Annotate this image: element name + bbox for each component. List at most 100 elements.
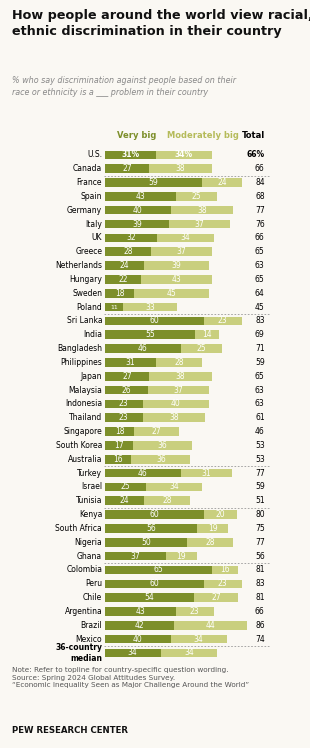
Text: Argentina: Argentina	[64, 607, 102, 616]
Text: 77: 77	[255, 206, 265, 215]
Text: South Korea: South Korea	[56, 441, 102, 450]
Bar	[105, 220, 169, 228]
Text: 56: 56	[146, 524, 156, 533]
Bar	[105, 303, 123, 311]
Bar	[105, 316, 204, 325]
Text: 24: 24	[120, 496, 129, 506]
Text: 37: 37	[195, 220, 204, 229]
Bar	[204, 580, 242, 588]
Bar	[105, 358, 156, 367]
Bar	[105, 524, 197, 533]
Text: France: France	[77, 178, 102, 187]
Text: 28: 28	[123, 247, 133, 257]
Text: 17: 17	[114, 441, 123, 450]
Text: Sri Lanka: Sri Lanka	[67, 316, 102, 325]
Text: 39: 39	[172, 261, 181, 270]
Text: 34: 34	[181, 233, 190, 242]
Bar	[176, 607, 214, 616]
Text: 23: 23	[218, 316, 228, 325]
Text: 33: 33	[145, 302, 155, 312]
Bar	[105, 206, 171, 215]
Text: 80: 80	[255, 510, 265, 519]
Bar	[105, 427, 134, 436]
Bar	[105, 150, 156, 159]
Text: 63: 63	[255, 385, 265, 395]
Text: 37: 37	[176, 247, 186, 257]
Text: Australia: Australia	[68, 455, 102, 464]
Text: Greece: Greece	[75, 247, 102, 257]
Bar	[197, 524, 228, 533]
Text: 34%: 34%	[175, 150, 193, 159]
Bar	[143, 399, 209, 408]
Bar	[166, 552, 197, 560]
Text: Japan: Japan	[81, 372, 102, 381]
Text: 43: 43	[172, 275, 181, 284]
Text: 66: 66	[255, 233, 265, 242]
Text: 45: 45	[255, 302, 265, 312]
Text: 59: 59	[255, 482, 265, 491]
Text: 77: 77	[255, 468, 265, 478]
Text: 81: 81	[255, 565, 265, 574]
Text: 24: 24	[217, 178, 227, 187]
Bar	[105, 607, 176, 616]
Bar	[105, 192, 176, 200]
Text: Israel: Israel	[81, 482, 102, 491]
Text: 39: 39	[132, 220, 142, 229]
Bar	[174, 621, 246, 630]
Bar	[156, 358, 202, 367]
Text: 34: 34	[169, 482, 179, 491]
Text: 37: 37	[173, 385, 183, 395]
Text: Ghana: Ghana	[77, 551, 102, 561]
Text: 24: 24	[120, 261, 129, 270]
Text: 14: 14	[202, 330, 212, 340]
Text: Colombia: Colombia	[66, 565, 102, 574]
Text: Thailand: Thailand	[69, 413, 102, 423]
Bar	[105, 399, 143, 408]
Bar	[169, 220, 230, 228]
Text: 23: 23	[190, 607, 199, 616]
Bar	[105, 552, 166, 560]
Text: Poland: Poland	[77, 302, 102, 312]
Text: 65: 65	[255, 275, 265, 284]
Text: 28: 28	[206, 538, 215, 547]
Text: 40: 40	[133, 206, 143, 215]
Text: Italy: Italy	[85, 220, 102, 229]
Text: 11: 11	[110, 304, 117, 310]
Text: 46: 46	[138, 344, 148, 353]
Text: Mexico: Mexico	[76, 634, 102, 643]
Text: 40: 40	[171, 399, 180, 408]
Text: Hungary: Hungary	[69, 275, 102, 284]
Text: 60: 60	[149, 579, 159, 588]
Text: 56: 56	[255, 551, 265, 561]
Text: 16: 16	[113, 455, 123, 464]
Bar	[105, 482, 146, 491]
Text: 46: 46	[255, 427, 265, 436]
Text: 75: 75	[255, 524, 265, 533]
Text: 61: 61	[255, 413, 265, 423]
Text: 36: 36	[156, 455, 166, 464]
Bar	[141, 275, 212, 283]
Text: 50: 50	[141, 538, 151, 547]
Text: 45: 45	[167, 289, 176, 298]
Text: 27: 27	[122, 372, 132, 381]
Text: 83: 83	[255, 316, 265, 325]
Text: Kenya: Kenya	[79, 510, 102, 519]
Bar	[105, 635, 171, 643]
Text: 71: 71	[255, 344, 265, 353]
Text: Peru: Peru	[85, 579, 102, 588]
Text: 44: 44	[206, 621, 215, 630]
Text: 19: 19	[208, 524, 218, 533]
Bar	[181, 344, 222, 353]
Bar	[187, 538, 233, 547]
Bar	[156, 150, 212, 159]
Text: 68: 68	[255, 192, 265, 201]
Bar	[134, 427, 179, 436]
Text: 32: 32	[126, 233, 136, 242]
Text: 19: 19	[177, 551, 186, 561]
Bar	[195, 331, 219, 339]
Text: 26: 26	[121, 385, 131, 395]
Text: 66: 66	[255, 607, 265, 616]
Bar	[105, 386, 148, 394]
Bar	[146, 482, 202, 491]
Bar	[105, 441, 133, 450]
